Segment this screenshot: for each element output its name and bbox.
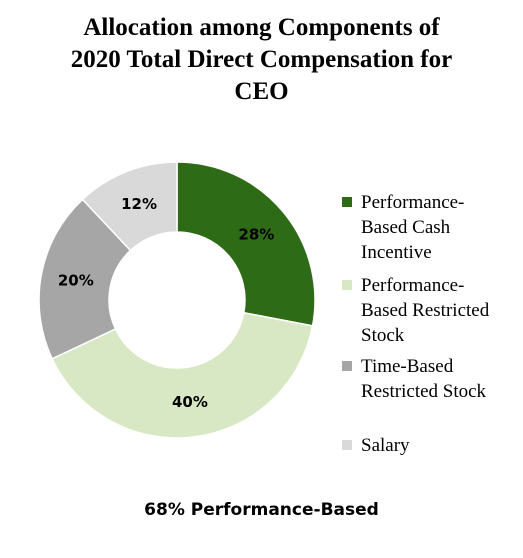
donut-slice-restricted-stock (51, 311, 314, 439)
legend-label-cash-incentive: Performance- Based Cash Incentive (361, 190, 523, 265)
chart-title-line-3: CEO (234, 78, 289, 105)
legend-swatch-salary (342, 440, 352, 450)
chart-title-line-2: 2020 Total Direct Compensation for (70, 46, 453, 73)
legend-label-line: Performance- (361, 192, 465, 213)
legend-swatch-restricted-stock (342, 280, 352, 290)
data-label-cash-incentive: 28% (238, 225, 274, 243)
performance-annotation: 68% Performance-Based (144, 500, 379, 520)
legend-label-line: Salary (361, 435, 410, 456)
legend-swatch-time-based (342, 361, 352, 371)
legend-label-line: Performance- (361, 275, 465, 296)
legend-label-line: Restricted Stock (361, 381, 487, 402)
data-label-time-based: 20% (58, 272, 94, 290)
legend-label-restricted-stock: Performance- Based Restricted Stock (361, 273, 523, 348)
legend-label-line: Incentive (361, 242, 432, 263)
donut-slice-cash-incentive (176, 161, 316, 327)
donut-slice-time-based (38, 198, 132, 360)
legend-label-salary: Salary (361, 433, 523, 458)
legend-label-line: Time-Based (361, 356, 454, 377)
legend-label-line: Based Restricted (361, 300, 490, 321)
donut-slice-salary (81, 161, 178, 252)
legend-swatch-cash-incentive (342, 197, 352, 207)
data-label-restricted-stock: 40% (172, 393, 208, 411)
chart-title: Allocation among Components of 2020 Tota… (0, 12, 523, 108)
data-label-salary: 12% (121, 195, 157, 213)
chart-title-line-1: Allocation among Components of (83, 14, 440, 41)
legend-label-time-based: Time-Based Restricted Stock (361, 354, 523, 404)
legend-label-line: Based Cash (361, 217, 451, 238)
legend-label-line: Stock (361, 325, 405, 346)
